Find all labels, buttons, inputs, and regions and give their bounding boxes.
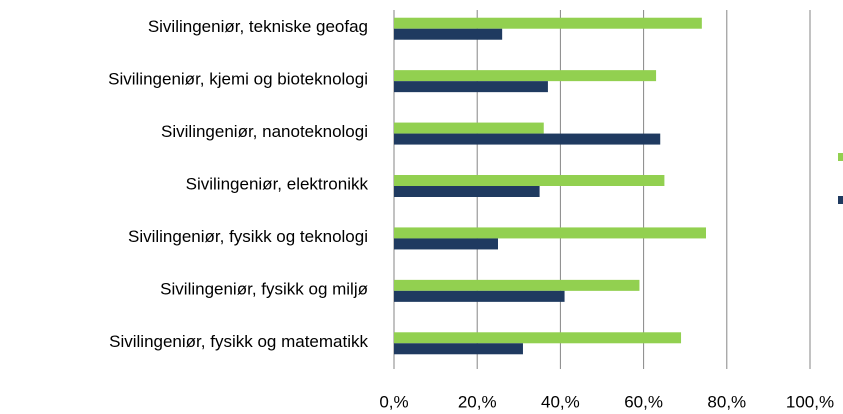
- bar: [394, 17, 702, 29]
- bar: [394, 186, 540, 197]
- bar: [394, 81, 548, 93]
- bar: [394, 122, 544, 134]
- x-tick-label: 80,%: [707, 392, 746, 411]
- x-tick-label: 100,%: [786, 392, 834, 411]
- legend-swatch: [838, 153, 843, 161]
- legend-swatch: [838, 196, 843, 204]
- y-tick-label: Sivilingeniør, kjemi og bioteknologi: [108, 70, 368, 89]
- x-tick-label: 40,%: [541, 392, 580, 411]
- bar: [394, 175, 665, 186]
- x-tick-label: 0,%: [379, 392, 408, 411]
- x-tick-label: 20,%: [458, 392, 497, 411]
- bar: [394, 238, 498, 250]
- y-tick-label: Sivilingeniør, fysikk og miljø: [160, 279, 368, 298]
- bar: [394, 332, 682, 344]
- bar: [394, 70, 657, 82]
- y-tick-label: Sivilingeniør, tekniske geofag: [148, 17, 368, 36]
- x-tick-label: 60,%: [624, 392, 663, 411]
- y-tick-label: Sivilingeniør, nanoteknologi: [161, 122, 368, 141]
- y-tick-label: Sivilingeniør, elektronikk: [186, 174, 369, 193]
- bar: [394, 227, 706, 239]
- bar: [394, 279, 640, 291]
- bar: [394, 28, 503, 40]
- bar: [394, 133, 661, 145]
- bar: [394, 343, 523, 355]
- bar: [394, 290, 565, 302]
- y-tick-label: Sivilingeniør, fysikk og matematikk: [109, 332, 368, 351]
- y-tick-label: Sivilingeniør, fysikk og teknologi: [128, 227, 368, 246]
